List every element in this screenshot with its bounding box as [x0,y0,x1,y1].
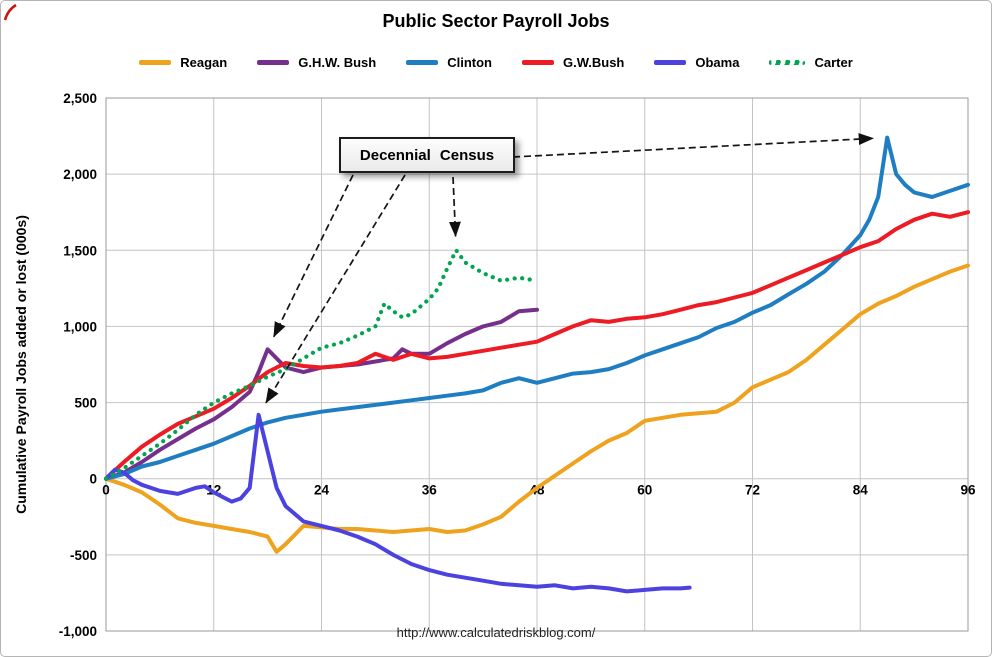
y-tick-label: 1,500 [63,243,97,258]
series-line-reagan [104,263,970,554]
x-tick-label: 72 [745,483,760,498]
series-line-g-w-bush [104,210,970,481]
legend-label: Reagan [180,55,228,70]
x-tick-label: 96 [960,483,976,498]
legend-item-obama: Obama [654,55,739,70]
y-tick-label: 2,000 [63,167,97,182]
x-tick-label: 60 [637,483,652,498]
legend-item-g-w-bush: G.W.Bush [521,55,625,70]
source-url: http://www.calculatedriskblog.com/ [396,625,596,640]
legend-label: Clinton [447,55,492,70]
y-tick-label: 1,000 [63,319,97,334]
census-arrow-obama [265,174,406,404]
chart-legend: Reagan G.H.W. Bush Clinton G.W.Bush Obama Car… [1,55,991,70]
legend-label: Obama [695,55,740,70]
census-arrow-g-h-w-bush [273,174,354,338]
y-tick-label: 2,500 [63,91,97,106]
legend-swatch [654,60,687,65]
legend-item-clinton: Clinton [406,55,492,70]
x-tick-label: 24 [314,483,330,498]
plot-border [105,97,969,632]
x-tick-label: 36 [422,483,438,498]
x-tick-label: 84 [853,483,869,498]
y-axis-title: Cumulative Payroll Jobs added or lost (0… [13,215,29,514]
decennial-census-annotation: Decennial Census [339,137,515,173]
legend-item-g-h-w-bush: G.H.W. Bush [257,55,376,70]
series-line-g-h-w-bush [104,307,539,481]
y-tick-label: 0 [89,472,97,487]
y-tick-label: -500 [70,548,97,563]
x-tick-label: 0 [102,483,110,498]
census-arrow-clinton [512,133,875,158]
series-line-obama [104,412,692,594]
legend-item-carter: Carter [769,55,853,70]
legend-label: G.W.Bush [562,55,625,70]
legend-swatch [406,60,439,65]
corner-mark [3,3,17,21]
legend-label: G.H.W. Bush [298,55,377,70]
legend-item-reagan: Reagan [139,55,227,70]
legend-swatch [139,60,172,65]
legend-swatch [257,60,290,65]
legend-swatch [769,60,806,65]
y-tick-label: -1,000 [59,624,97,639]
legend-swatch [521,60,554,65]
chart-title: Public Sector Payroll Jobs [382,11,610,31]
legend-label: Carter [814,55,853,70]
census-arrow-carter [449,176,461,238]
y-tick-label: 500 [74,396,97,411]
